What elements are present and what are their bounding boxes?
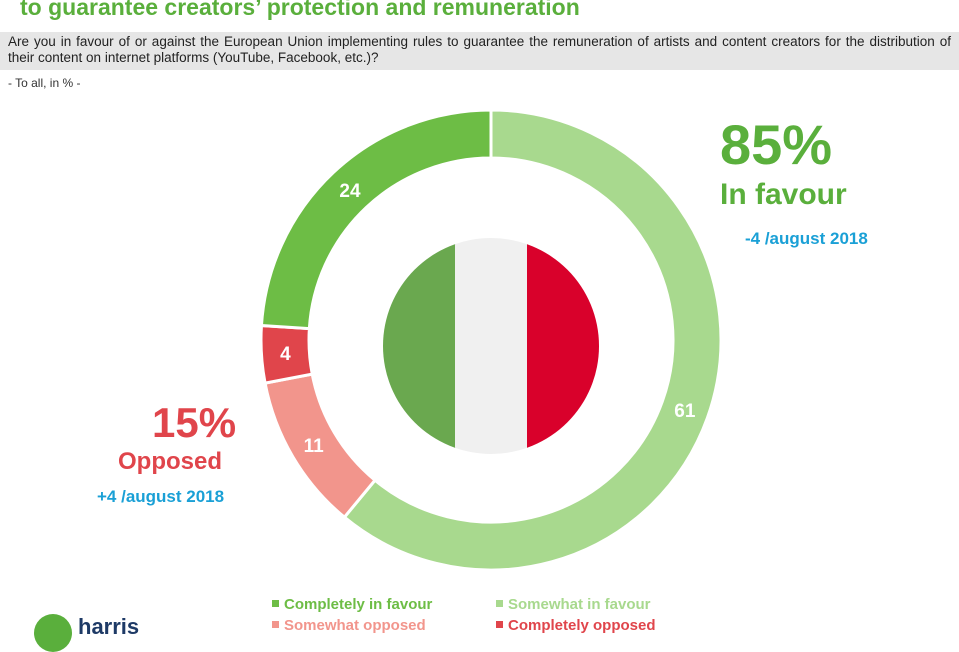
slice-value-label: 4 [280, 344, 291, 365]
donut-slice-completely-in-favour [259, 108, 493, 331]
donut-chart: 61 11 4 24 [259, 108, 723, 572]
legend-item-completely-in-favour: Completely in favour [272, 596, 432, 613]
opposed-percentage: 15% [152, 399, 237, 446]
legend-item-somewhat-opposed: Somewhat opposed [272, 617, 426, 634]
slice-value-label: 61 [674, 401, 696, 422]
favour-label: In favour [720, 178, 847, 211]
legend-swatch [272, 599, 279, 607]
legend-label: Completely in favour [284, 596, 433, 613]
legend-label: Somewhat opposed [284, 617, 426, 634]
donut-slice-somewhat-in-favour [342, 108, 723, 572]
slice-labels: 61 11 4 24 [280, 181, 696, 457]
legend-label: Completely opposed [508, 617, 656, 634]
legend-label: Somewhat in favour [508, 596, 651, 613]
slice-value-label: 11 [304, 436, 325, 457]
favour-percentage: 85% [720, 113, 833, 176]
legend-swatch [272, 620, 279, 628]
logo-text: harris [78, 614, 140, 639]
logo-mark-icon [34, 614, 72, 652]
slice-value-label: 24 [339, 181, 361, 202]
legend-swatch [496, 620, 503, 628]
survey-question: Are you in favour of or against the Euro… [0, 32, 959, 70]
flag-red-band [527, 238, 599, 454]
legend-swatch [496, 599, 503, 607]
harris-logo: harris [34, 610, 154, 652]
opposed-label: Opposed [118, 448, 223, 475]
legend-item-completely-opposed: Completely opposed [496, 617, 656, 634]
donut-slices [259, 108, 723, 572]
flag-green-band [383, 238, 456, 454]
italy-flag-icon [383, 238, 599, 454]
opposed-change: +4 /august 2018 [97, 487, 225, 506]
favour-change: -4 /august 2018 [745, 229, 868, 248]
page-title: to guarantee creators’ protection and re… [20, 0, 580, 20]
base-note: - To all, in % - [8, 76, 81, 90]
legend-item-somewhat-in-favour: Somewhat in favour [496, 596, 651, 613]
flag-white-band [455, 238, 528, 454]
